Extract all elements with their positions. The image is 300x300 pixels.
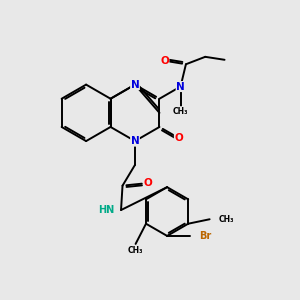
Text: O: O	[160, 56, 169, 66]
Text: O: O	[174, 133, 183, 143]
Text: CH₃: CH₃	[219, 215, 235, 224]
Text: CH₃: CH₃	[128, 246, 143, 255]
Text: Br: Br	[199, 231, 212, 241]
Text: N: N	[130, 136, 140, 146]
Text: N: N	[130, 80, 140, 90]
Text: HN: HN	[98, 205, 115, 215]
Text: O: O	[143, 178, 152, 188]
Text: N: N	[176, 82, 185, 92]
Text: CH₃: CH₃	[173, 107, 188, 116]
